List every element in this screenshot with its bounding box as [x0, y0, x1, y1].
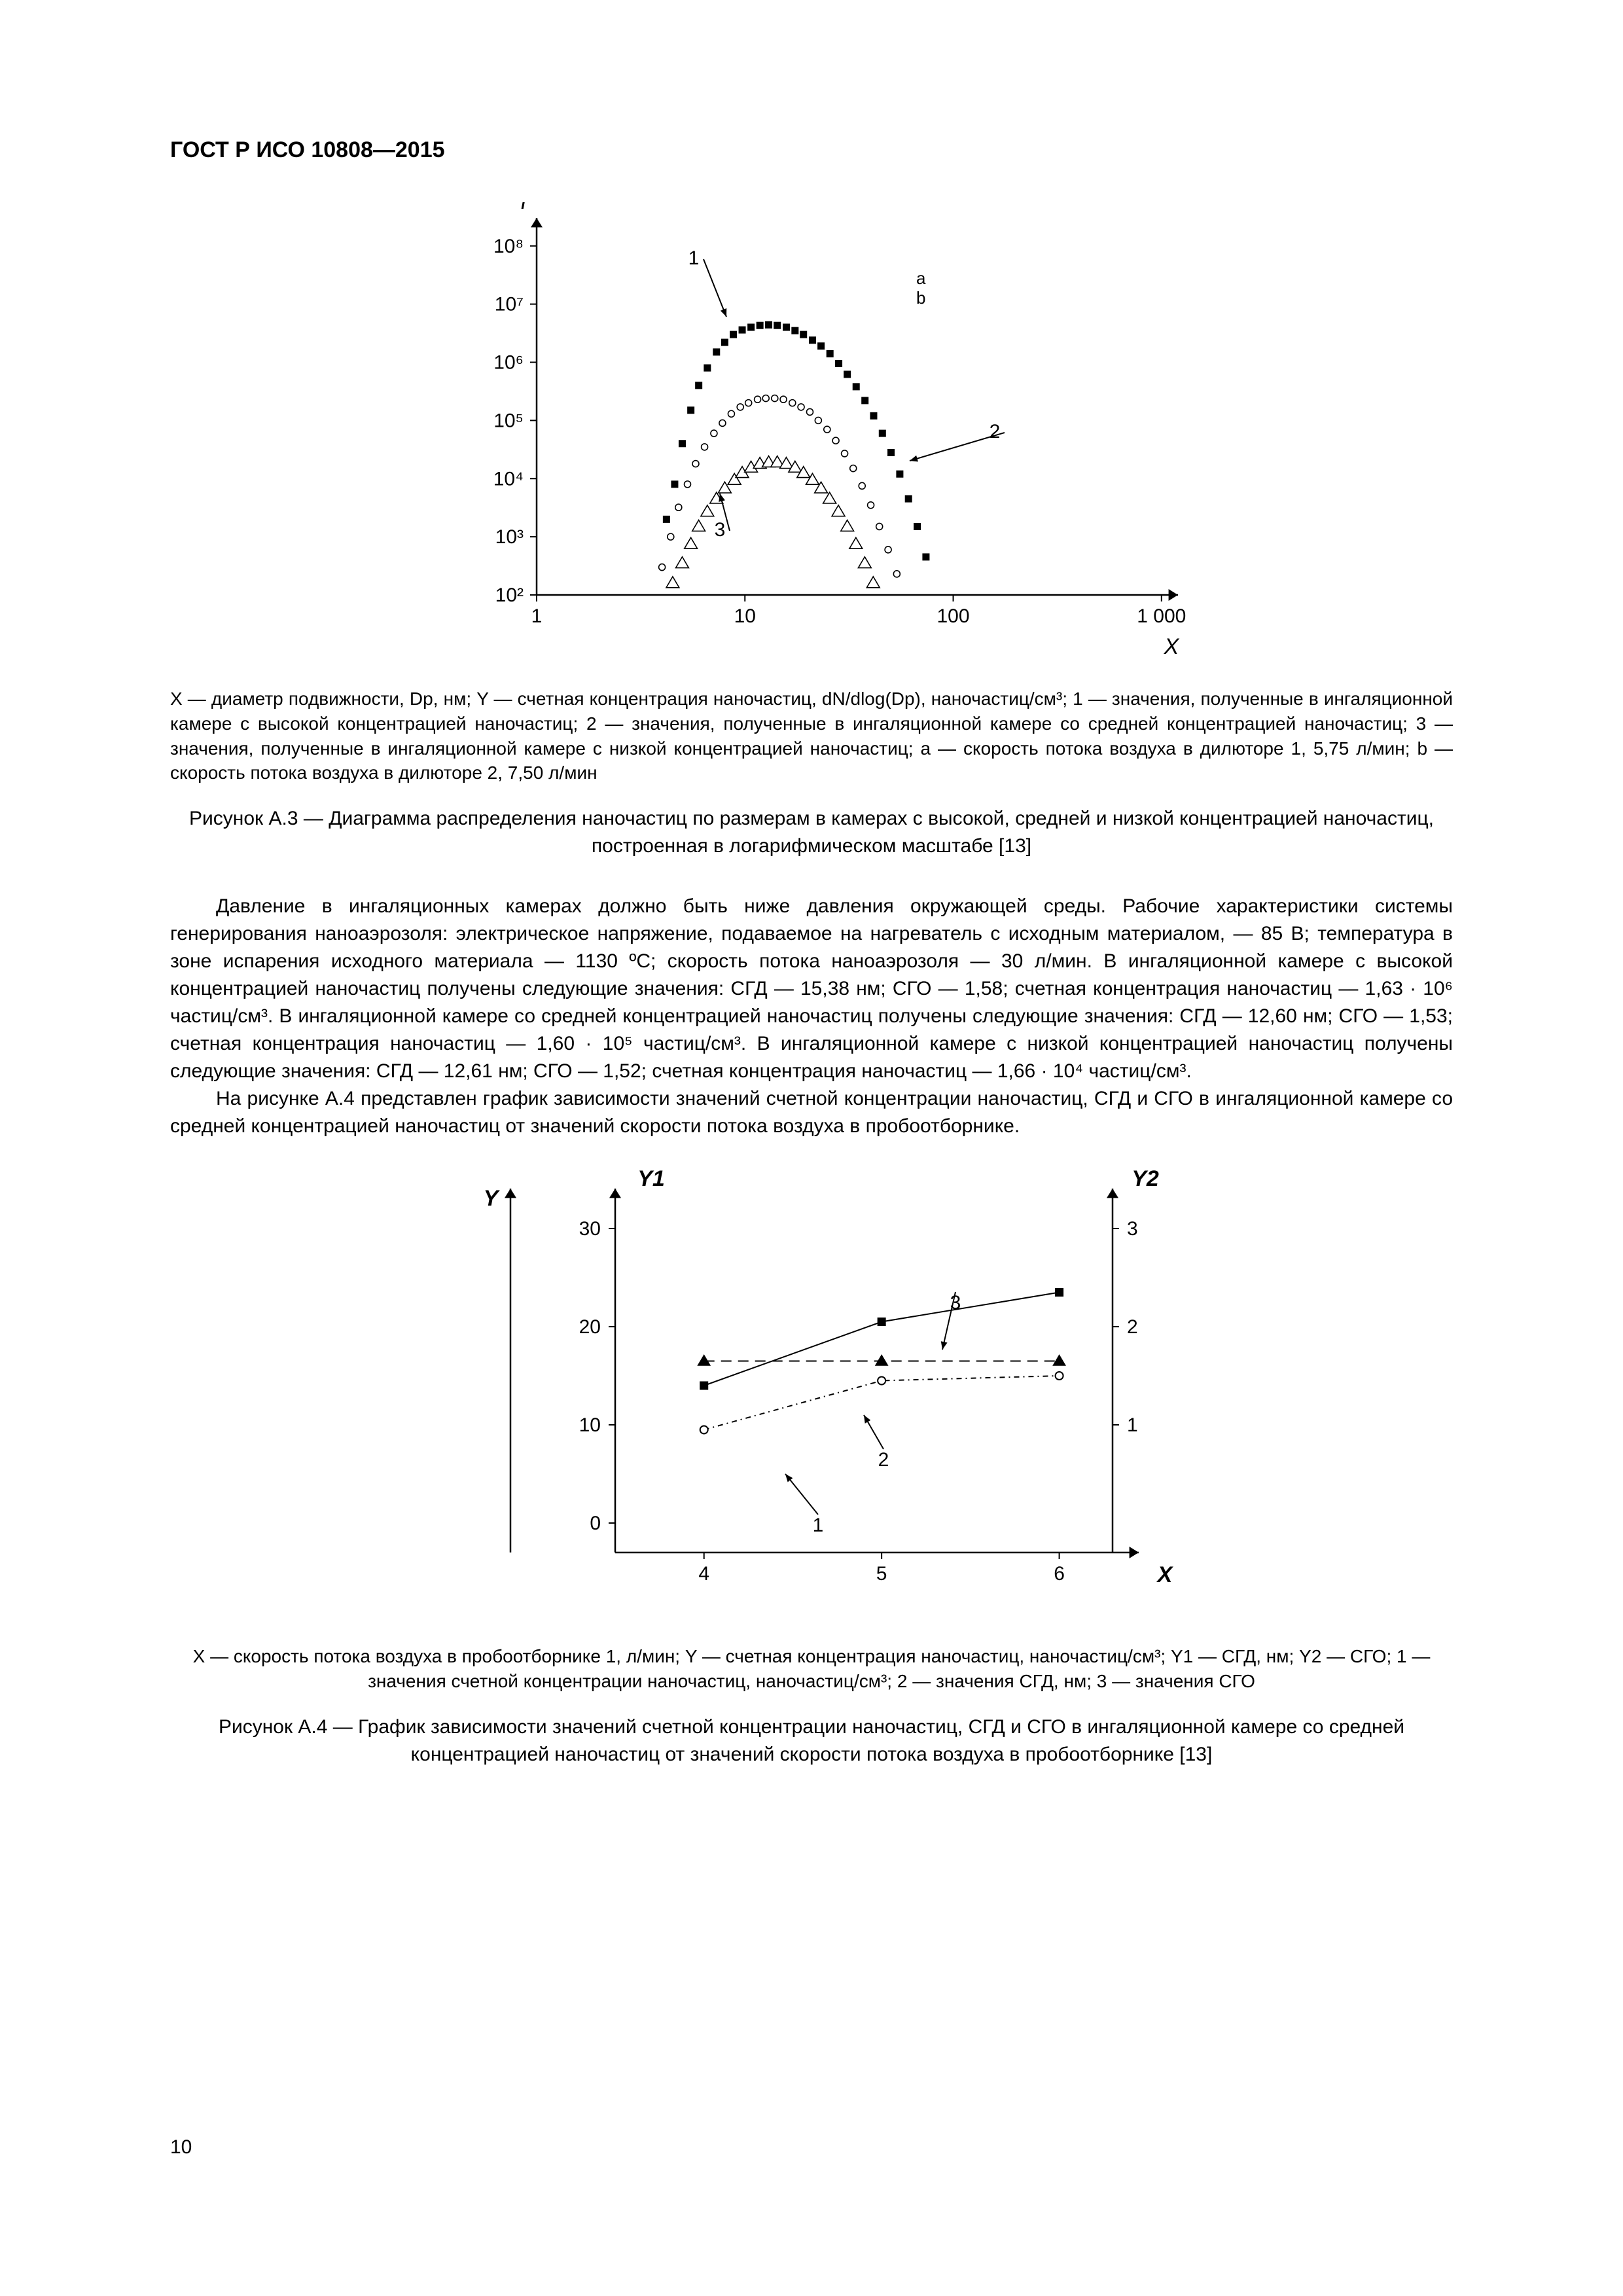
svg-text:4: 4 — [698, 1563, 709, 1585]
svg-text:2: 2 — [990, 421, 1001, 442]
svg-text:20: 20 — [579, 1316, 601, 1338]
page: ГОСТ Р ИСО 10808—2015 1101001 00010²10³1… — [0, 0, 1623, 2296]
chart-a3-svg: 1 10 100 1 000 10² 10³ 10⁴ 10⁵ 10⁶ 10⁷ 10⁸ X Yab 1 2 3 — [419, 202, 1204, 660]
svg-text:1: 1 — [688, 247, 700, 269]
svg-text:10: 10 — [734, 605, 756, 627]
svg-text:100: 100 — [937, 605, 970, 627]
svg-text:10⁸: 10⁸ — [493, 236, 524, 257]
svg-text:3: 3 — [950, 1292, 961, 1314]
paragraph-1: Давление в ингаляционных камерах должно … — [170, 893, 1453, 1085]
svg-text:Y: Y — [516, 202, 533, 214]
chart-a4-svg: Y 0 10 20 30 Y1 1 2 3 Y2 4 5 6 X 1 2 3 — [419, 1160, 1204, 1618]
figure-a4: Y 0 10 20 30 Y1 1 2 3 Y2 4 5 6 X 1 2 3 — [170, 1160, 1453, 1618]
svg-text:10⁴: 10⁴ — [493, 468, 524, 490]
svg-text:1 000: 1 000 — [1137, 605, 1186, 627]
svg-text:1: 1 — [531, 605, 543, 627]
svg-text:Y: Y — [484, 1186, 501, 1211]
svg-text:0: 0 — [590, 1513, 601, 1534]
figure-a3-legend: X — диаметр подвижности, Dp, нм; Y — сче… — [170, 687, 1453, 785]
svg-text:6: 6 — [1054, 1563, 1065, 1585]
svg-text:Y1: Y1 — [637, 1166, 665, 1191]
svg-text:a: a — [916, 268, 926, 288]
svg-text:5: 5 — [876, 1563, 887, 1585]
svg-text:b: b — [916, 288, 925, 308]
svg-text:10²: 10² — [495, 584, 524, 606]
svg-text:30: 30 — [579, 1218, 601, 1240]
svg-text:1: 1 — [1127, 1414, 1138, 1436]
svg-text:10: 10 — [579, 1414, 601, 1436]
page-number: 10 — [170, 2136, 192, 2159]
svg-text:10⁷: 10⁷ — [495, 294, 524, 315]
svg-text:Y2: Y2 — [1132, 1166, 1159, 1191]
paragraph-2: На рисунке А.4 представлен график зависи… — [170, 1085, 1453, 1140]
figure-a3: 1 10 100 1 000 10² 10³ 10⁴ 10⁵ 10⁶ 10⁷ 10⁸ X Yab 1 2 3 — [170, 202, 1453, 660]
figure-a4-legend: X — скорость потока воздуха в пробоотбор… — [170, 1644, 1453, 1694]
svg-text:2: 2 — [1127, 1316, 1138, 1338]
svg-text:2: 2 — [878, 1449, 889, 1471]
svg-text:3: 3 — [715, 519, 726, 541]
doc-header: ГОСТ Р ИСО 10808—2015 — [170, 137, 1453, 163]
svg-text:X: X — [1156, 1562, 1174, 1587]
svg-text:3: 3 — [1127, 1218, 1138, 1240]
svg-text:10⁵: 10⁵ — [493, 410, 524, 431]
svg-text:1: 1 — [813, 1515, 824, 1536]
svg-text:10⁶: 10⁶ — [493, 352, 524, 374]
svg-text:X: X — [1164, 634, 1180, 659]
figure-a4-title: Рисунок А.4 — График зависимости значени… — [170, 1713, 1453, 1768]
figure-a3-title: Рисунок А.3 — Диаграмма распределения на… — [170, 805, 1453, 860]
svg-text:10³: 10³ — [495, 526, 524, 548]
